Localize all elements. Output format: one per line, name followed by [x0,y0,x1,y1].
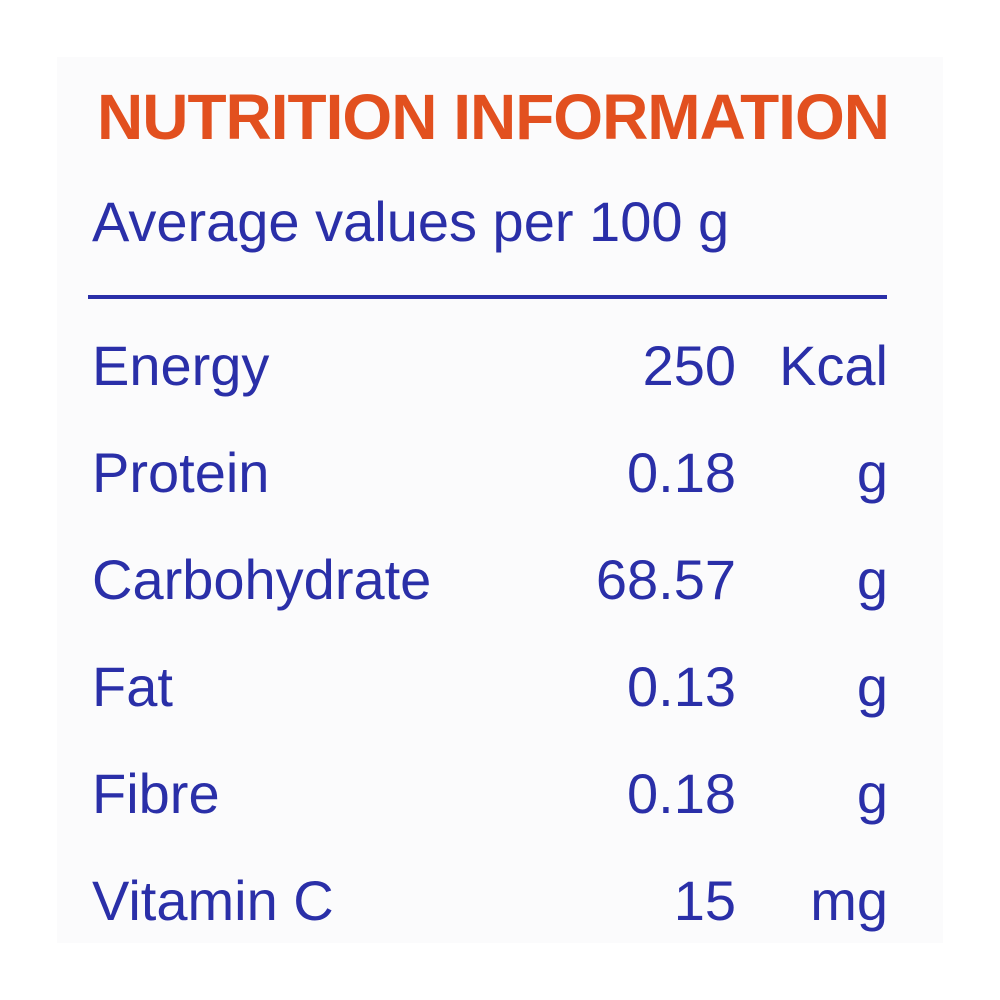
nutrient-name: Vitamin C [92,869,334,932]
nutrient-amount: 15 [673,869,736,932]
nutrient-amount: 68.57 [595,548,736,611]
nutrient-row-vitamin-c: Vitamin C 15 mg [92,844,888,951]
nutrient-name: Carbohydrate [92,548,432,611]
nutrient-amount: 250 [642,334,736,397]
nutrient-row-protein: Protein 0.18 g [92,416,888,523]
nutrient-unit: g [856,762,888,825]
nutrient-amount: 0.13 [627,655,736,718]
nutrient-unit: Kcal [779,334,888,397]
nutrient-row-fibre: Fibre 0.18 g [92,737,888,844]
nutrient-name: Energy [92,334,270,397]
nutrient-row-carbohydrate: Carbohydrate 68.57 g [92,523,888,630]
nutrient-row-fat: Fat 0.13 g [92,630,888,737]
nutrient-unit: g [856,655,888,718]
nutrient-name: Fibre [92,762,220,825]
nutrient-name: Protein [92,441,270,504]
nutrient-table: Energy 250 Kcal Protein 0.18 g Carbohydr… [92,309,888,951]
nutrient-unit: g [856,441,888,504]
label-title: NUTRITION INFORMATION [97,81,890,153]
header-divider [88,295,887,299]
nutrient-unit: g [856,548,888,611]
nutrient-row-energy: Energy 250 Kcal [92,309,888,416]
nutrient-unit: mg [810,869,888,932]
nutrient-amount: 0.18 [627,441,736,504]
label-subtitle: Average values per 100 g [92,190,730,253]
nutrient-amount: 0.18 [627,762,736,825]
nutrient-name: Fat [92,655,173,718]
nutrition-label: NUTRITION INFORMATION Average values per… [57,57,943,943]
